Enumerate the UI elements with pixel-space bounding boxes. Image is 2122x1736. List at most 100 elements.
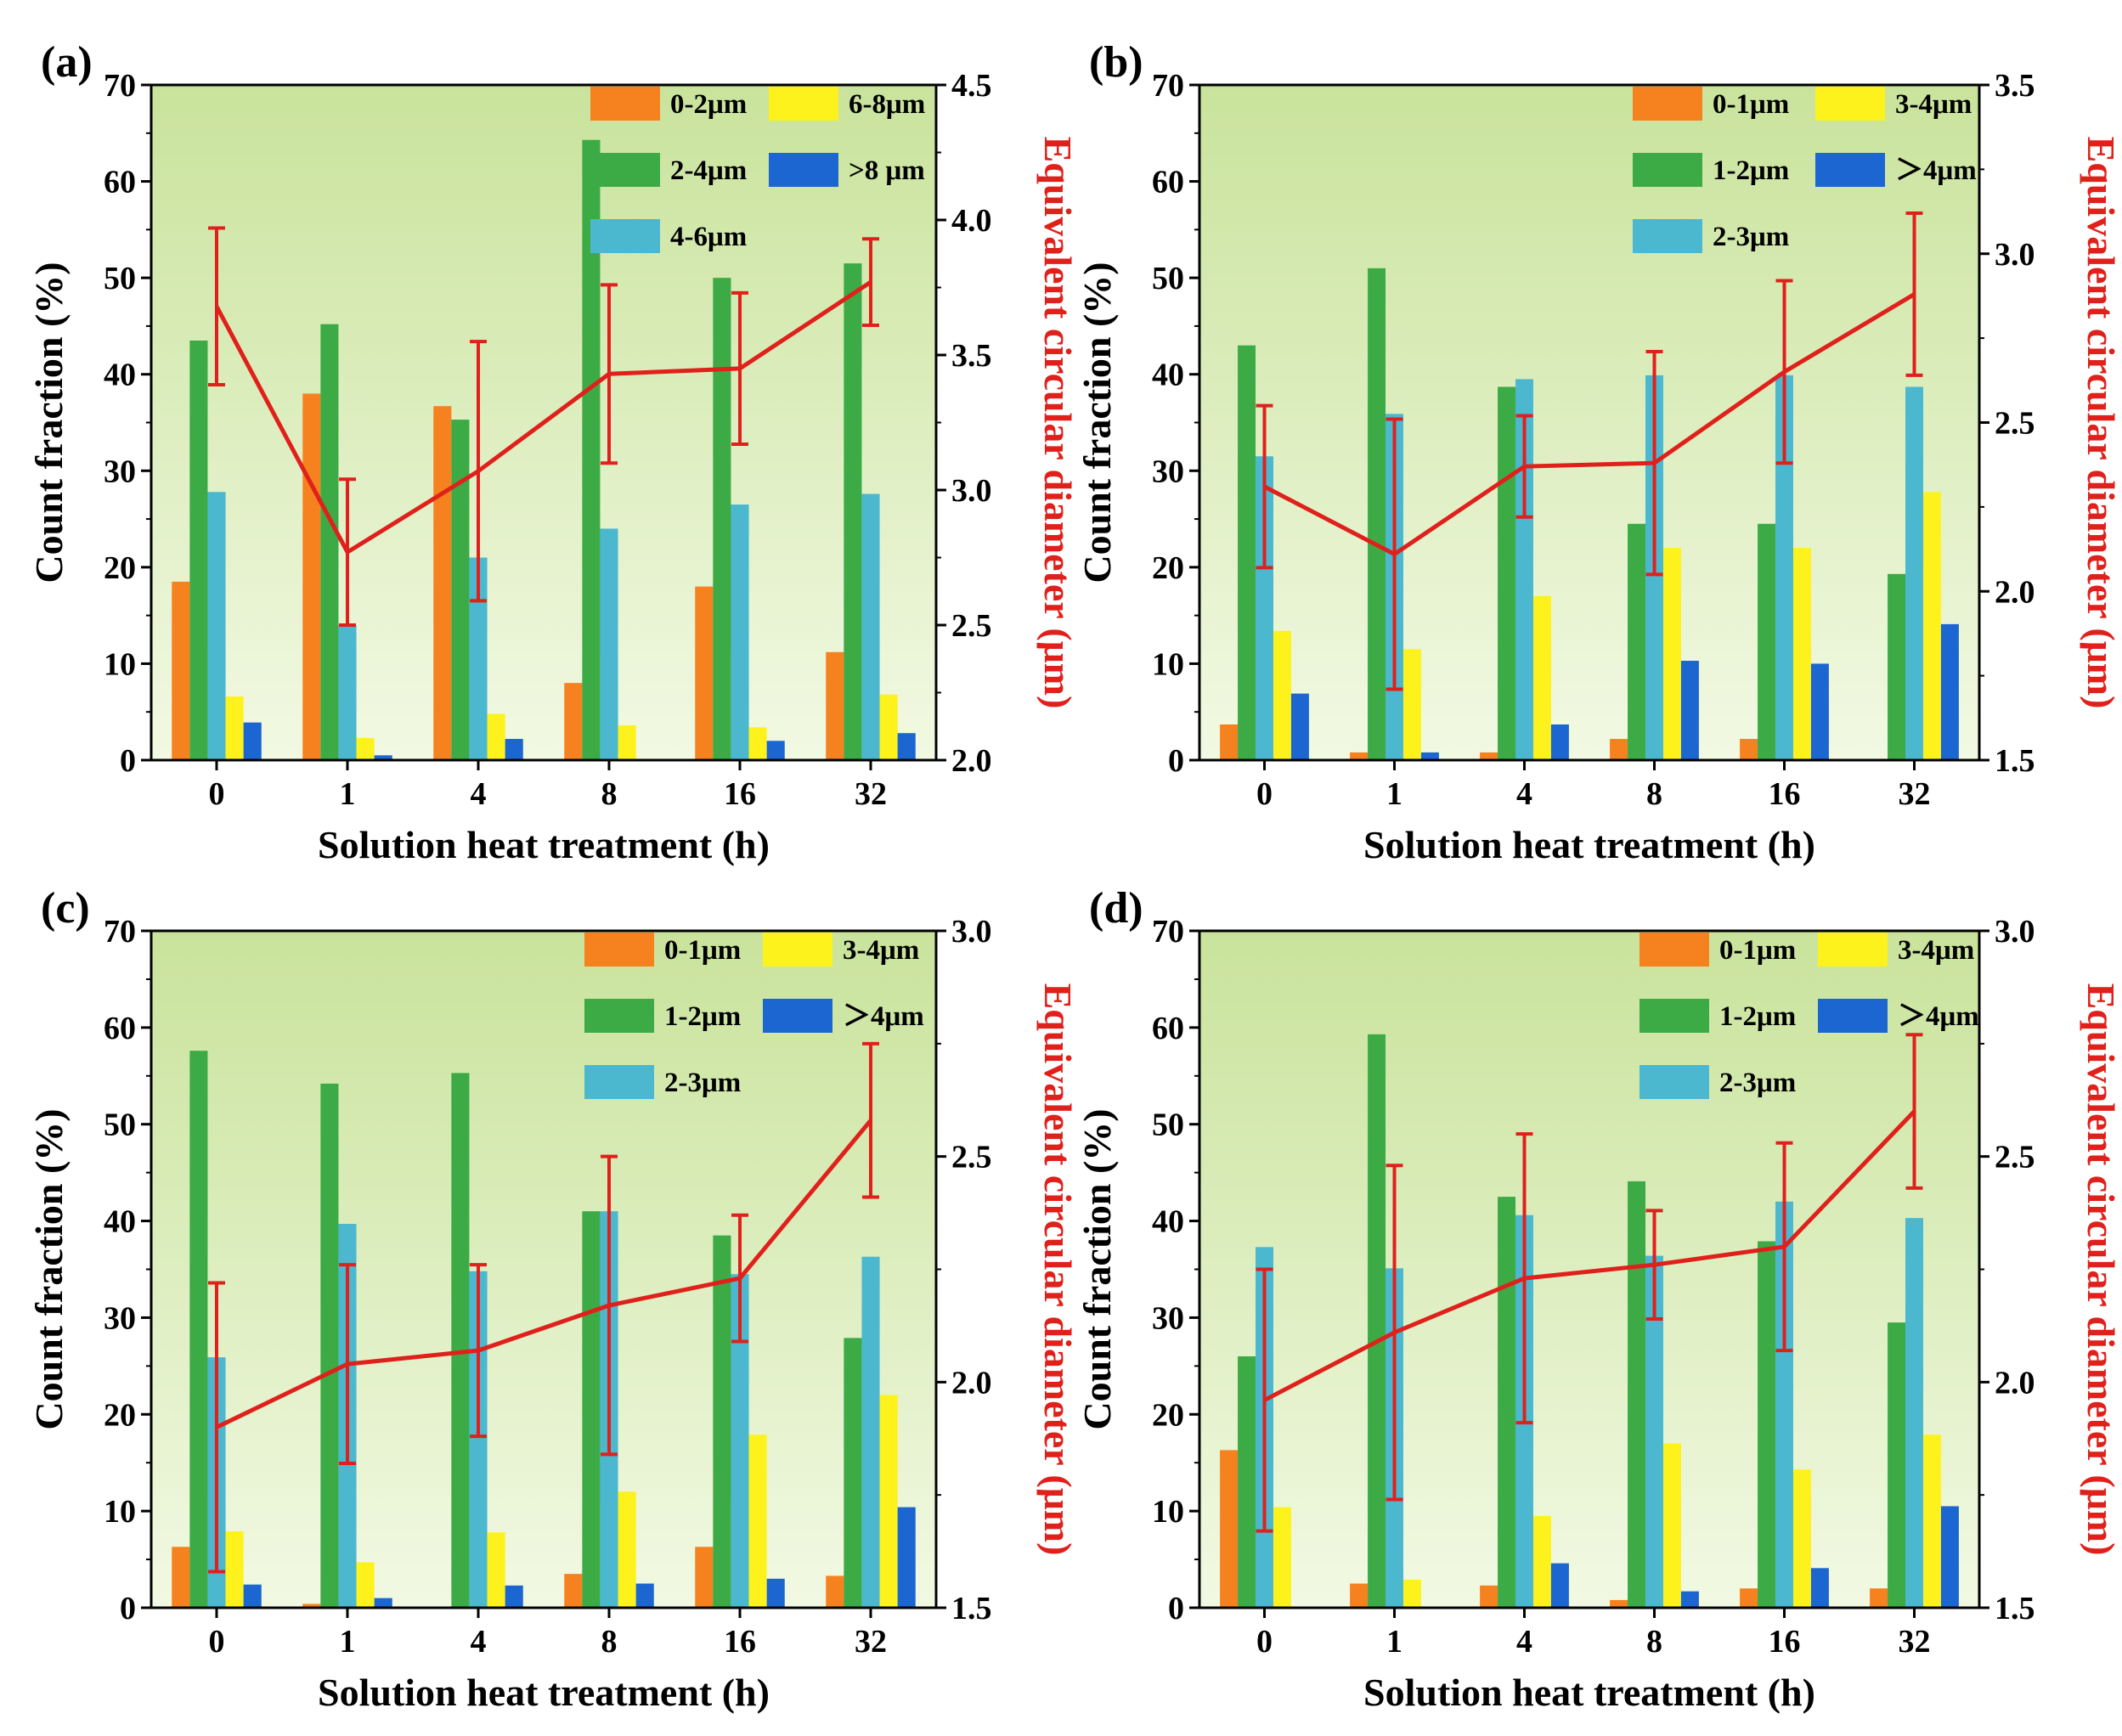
panel-label: (d) xyxy=(1089,884,1143,933)
bar-12m-h0 xyxy=(189,1051,208,1608)
y-tick-label: 0 xyxy=(1168,1591,1184,1626)
bar-4m-h8 xyxy=(1680,661,1699,760)
bar-68m-h0 xyxy=(225,696,244,760)
bar-68m-h1 xyxy=(356,737,375,760)
x-axis-title: Solution heat treatment (h) xyxy=(318,823,770,866)
y-tick-label: 40 xyxy=(104,358,136,393)
bar-4m-h16 xyxy=(766,1578,785,1608)
bar-34m-h0 xyxy=(1273,630,1291,760)
x-tick-label: 32 xyxy=(1899,776,1931,812)
legend-label: 0-1μm xyxy=(1719,935,1796,966)
bar-02m-h1 xyxy=(302,393,321,760)
y2-tick-label: 3.5 xyxy=(951,338,992,374)
bar-01m-h16 xyxy=(695,1547,714,1608)
x-tick-label: 4 xyxy=(1516,1624,1532,1660)
bar-12m-h1 xyxy=(320,1083,339,1608)
x-tick-label: 0 xyxy=(1256,776,1273,812)
bar-12m-h32 xyxy=(844,1338,862,1608)
y-tick-label: 0 xyxy=(1168,743,1184,779)
y-tick-label: 40 xyxy=(1152,1204,1184,1240)
bar-34m-h4 xyxy=(1532,595,1551,760)
bar-01m-h32 xyxy=(826,1575,844,1608)
y2-tick-label: 2.0 xyxy=(951,743,992,779)
y2-axis-title: Equivalent circular diameter (μm) xyxy=(1036,984,1080,1556)
legend-label: 2-3μm xyxy=(1713,222,1789,252)
error-bar-h8 xyxy=(1645,350,1663,577)
y-tick-label: 60 xyxy=(104,1011,136,1046)
bar-34m-h32 xyxy=(1922,1434,1941,1608)
y-tick-label: 10 xyxy=(1152,1494,1184,1530)
legend-swatch xyxy=(1815,153,1885,187)
legend-swatch xyxy=(590,219,660,253)
y2-tick-label: 3.0 xyxy=(951,473,992,509)
bar-12m-h8 xyxy=(1628,523,1646,760)
y2-tick-label: 2.5 xyxy=(1995,1140,2035,1175)
bar-01m-h1 xyxy=(302,1604,321,1608)
bar-23m-h16 xyxy=(1775,375,1793,760)
x-tick-label: 16 xyxy=(1769,776,1801,812)
x-tick-label: 0 xyxy=(1256,1624,1273,1660)
bar-4m-h32 xyxy=(897,1507,916,1608)
y2-tick-label: 3.5 xyxy=(1995,68,2035,104)
bar-8m-h0 xyxy=(243,722,262,760)
error-bar-h4 xyxy=(1515,414,1533,519)
legend-swatch xyxy=(1633,87,1702,121)
y2-tick-label: 2.5 xyxy=(1995,406,2035,442)
bar-23m-h32 xyxy=(1905,1218,1923,1608)
y2-tick-label: 1.5 xyxy=(951,1591,992,1626)
y-tick-label: 10 xyxy=(104,646,136,682)
error-bar-h16 xyxy=(731,290,748,446)
bar-12m-h0 xyxy=(1238,345,1256,760)
y-tick-label: 30 xyxy=(104,454,136,489)
bar-8m-h32 xyxy=(897,733,916,760)
x-tick-label: 1 xyxy=(340,1624,356,1660)
legend-label: ＞4μm xyxy=(843,1001,924,1032)
legend-label: 2-4μm xyxy=(670,155,747,186)
legend-label: >8 μm xyxy=(849,155,925,186)
bar-68m-h4 xyxy=(487,713,505,760)
legend-swatch xyxy=(763,999,832,1033)
bar-4m-h16 xyxy=(1810,1568,1829,1608)
bar-24m-h4 xyxy=(451,420,470,760)
chart-panel-d: 0 10 20 30 40 50 60 70 1.5 2.0 2.5 3.0 0 1 4 8 16 32 Solut… xyxy=(1075,884,2122,1714)
legend-swatch xyxy=(769,87,838,121)
bar-34m-h4 xyxy=(1532,1515,1551,1608)
y-tick-label: 70 xyxy=(1152,914,1184,950)
legend: 0-1μm 3-4μm 1-2μm ＞4μm 2-3μm xyxy=(584,933,924,1099)
bar-12m-h4 xyxy=(451,1073,470,1608)
legend-swatch xyxy=(590,153,660,187)
bar-23m-h32 xyxy=(861,1256,880,1608)
y-tick-label: 0 xyxy=(120,1591,136,1626)
y2-tick-label: 4.0 xyxy=(951,203,992,239)
legend-swatch xyxy=(1633,153,1702,187)
error-bar-h0 xyxy=(1256,1267,1273,1533)
legend-swatch xyxy=(1815,87,1885,121)
bar-01m-h8 xyxy=(1610,1599,1628,1608)
bar-12m-h1 xyxy=(1368,268,1386,760)
legend-label: 1-2μm xyxy=(1719,1001,1796,1032)
error-bar-h8 xyxy=(1645,1209,1663,1321)
error-bar-h0 xyxy=(208,1281,225,1574)
y-tick-label: 50 xyxy=(104,261,136,296)
legend-label: 2-3μm xyxy=(664,1068,741,1098)
error-bar-h0 xyxy=(1256,403,1273,570)
legend-label: 0-2μm xyxy=(670,89,747,120)
y-tick-label: 10 xyxy=(104,1494,136,1530)
error-bar-h16 xyxy=(731,1213,748,1344)
legend-label: 0-1μm xyxy=(664,935,741,966)
y-tick-label: 60 xyxy=(1152,1011,1184,1046)
bar-24m-h0 xyxy=(189,340,208,760)
x-tick-label: 16 xyxy=(724,1624,756,1660)
chart-panel-b: 0 10 20 30 40 50 60 70 1.5 2.0 2.5 3.0 3.5 0 1 4 8 16 32 So… xyxy=(1075,38,2122,866)
bar-46m-h8 xyxy=(600,528,618,760)
y2-tick-label: 1.5 xyxy=(1995,743,2035,779)
bar-46m-h16 xyxy=(731,504,749,760)
error-bar-h16 xyxy=(1775,279,1793,465)
error-bar-h32 xyxy=(862,237,879,328)
x-axis-title: Solution heat treatment (h) xyxy=(1363,823,1815,866)
legend-swatch xyxy=(584,999,654,1033)
bar-02m-h4 xyxy=(433,406,452,760)
y-tick-label: 10 xyxy=(1152,646,1184,682)
bar-23m-h4 xyxy=(1515,379,1533,760)
